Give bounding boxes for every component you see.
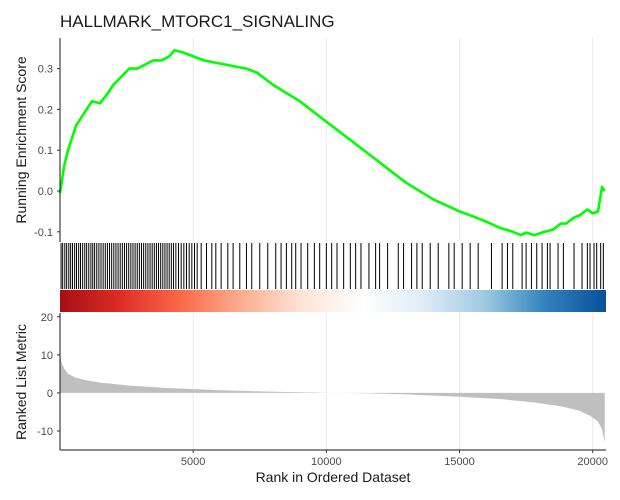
rm-gridlines: [192, 313, 594, 450]
rm-y-axis-label: Ranked List Metric: [13, 324, 29, 440]
rm-y-tick-label: 0: [47, 388, 53, 400]
es-y-tick-label: 0.3: [38, 64, 53, 76]
rm-y-tick-label: -10: [37, 426, 53, 438]
ranked-metric-area: [60, 353, 605, 443]
es-y-tick-label: 0.0: [38, 186, 53, 198]
running-score-panel: -0.1 0.0 0.1 0.2 0.3 Running Enrichment Scor…: [13, 38, 606, 242]
x-tick-label: 10000: [311, 456, 342, 468]
x-axis: 5000 10000 15000 20000: [181, 450, 608, 468]
ranked-metric-panel: -10 0 10 20 5000 10000 15000 20000 Ranked List…: [13, 312, 608, 485]
es-y-axis-label: Running Enrichment Score: [13, 56, 29, 224]
rm-y-tick-label: 10: [41, 350, 53, 362]
rank-color-bar: [60, 290, 606, 312]
rm-y-tick-label: 20: [41, 312, 53, 324]
running-score-line: [58, 48, 606, 237]
es-y-tick-label: 0.1: [38, 145, 53, 157]
es-gridlines: [192, 38, 594, 242]
chart-title: HALLMARK_MTORC1_SIGNALING: [60, 12, 335, 31]
rm-y-axis: -10 0 10 20: [37, 312, 60, 438]
es-y-tick-label: 0.2: [38, 104, 53, 116]
x-tick-label: 5000: [181, 456, 205, 468]
x-tick-label: 20000: [577, 456, 608, 468]
es-y-axis: -0.1 0.0 0.1 0.2 0.3: [34, 64, 60, 239]
x-tick-label: 15000: [444, 456, 475, 468]
x-axis-label: Rank in Ordered Dataset: [256, 469, 411, 485]
es-y-tick-label: -0.1: [34, 227, 53, 239]
gene-hits-panel: [60, 243, 604, 289]
